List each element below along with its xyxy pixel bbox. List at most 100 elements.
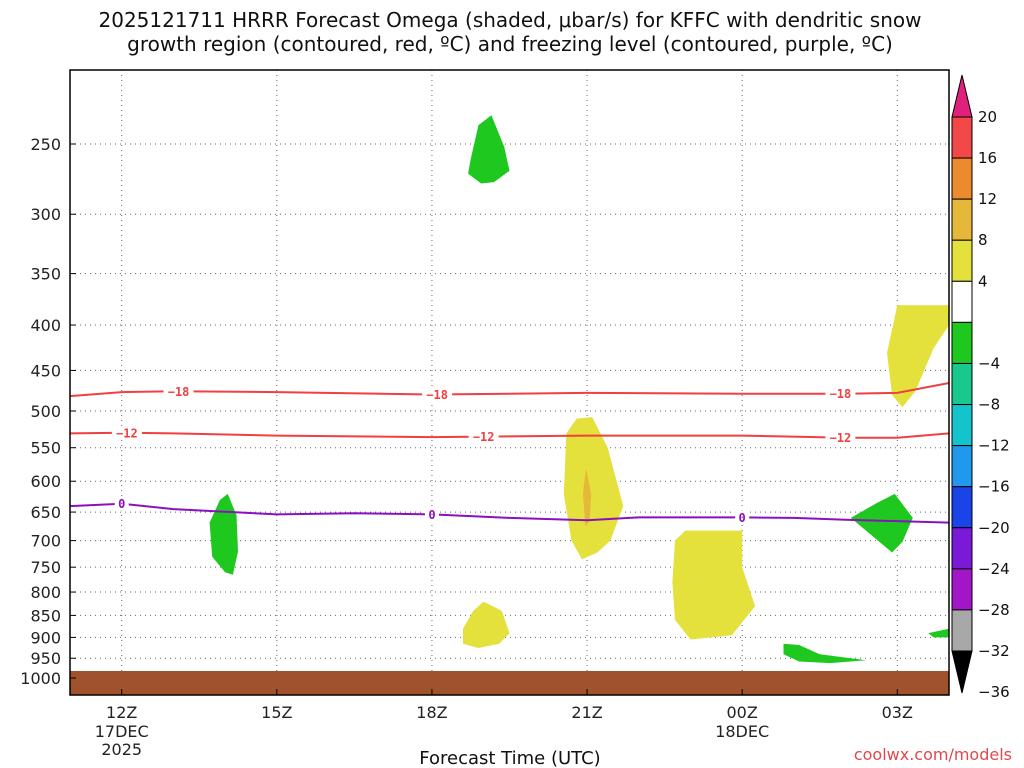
contour-label-bg-0-0 xyxy=(163,384,194,399)
contour-label-bg-1-0 xyxy=(111,425,142,440)
colorbar-tick-label-0: 20 xyxy=(978,108,997,126)
plot-background xyxy=(70,70,949,695)
colorbar-swatch-8 xyxy=(951,445,973,488)
y-tick-label-250: 250 xyxy=(30,135,61,154)
x-tick-label-00Z: 00Z xyxy=(727,703,758,722)
y-tick-label-1000: 1000 xyxy=(20,669,61,688)
omega-region-4 xyxy=(463,601,510,648)
y-tick-label-300: 300 xyxy=(30,205,61,224)
shaded-omega-layer xyxy=(209,115,949,664)
omega-region-3 xyxy=(582,468,592,527)
omega-region-2 xyxy=(563,417,624,560)
y-tick-label-450: 450 xyxy=(30,361,61,380)
y-tick-label-950: 950 xyxy=(30,649,61,668)
contour-label-bg-0-1 xyxy=(422,387,453,402)
colorbar-swatch-7 xyxy=(951,404,973,447)
y-tick-label-550: 550 xyxy=(30,439,61,458)
omega-region-0 xyxy=(468,115,510,184)
colorbar-swatch-12 xyxy=(951,609,973,652)
contour-line-2 xyxy=(69,502,950,524)
terrain-fill xyxy=(70,671,949,695)
y-tick-label-600: 600 xyxy=(30,472,61,491)
colorbar: 20 16 12 8 4 −4 −8 −12 −16 −20 −24 −28 −32 −36 xyxy=(951,74,1010,701)
colorbar-swatch-0 xyxy=(951,116,973,159)
colorbar-swatch-4 xyxy=(951,280,973,323)
y-tick-label-750: 750 xyxy=(30,558,61,577)
contour-line-1 xyxy=(69,431,950,439)
chart-title-line1: 2025121711 HRRR Forecast Omega (shaded, … xyxy=(99,8,922,32)
colorbar-tick-label-1: 16 xyxy=(978,149,997,167)
contour-label-1-2: −12 xyxy=(830,431,852,445)
contour-layer: −18 −18 −18 −12 −12 −12 0 0 0 xyxy=(69,382,950,525)
x-tick-label-18Z: 18Z xyxy=(416,703,447,722)
omega-region-6 xyxy=(887,305,949,408)
y-tick-label-700: 700 xyxy=(30,532,61,551)
colorbar-tick-label-11: −28 xyxy=(978,601,1010,619)
colorbar-swatch-10 xyxy=(951,527,973,570)
omega-region-8 xyxy=(783,643,867,664)
colorbar-tick-label-8: −16 xyxy=(978,478,1010,496)
plot-area: −18 −18 −18 −12 −12 −12 0 0 0 xyxy=(69,69,950,696)
contour-line-0 xyxy=(69,382,950,398)
x-tick-label-03Z: 03Z xyxy=(882,703,913,722)
y-tick-label-800: 800 xyxy=(30,583,61,602)
colorbar-arrow-up xyxy=(951,74,973,118)
contour-label-bg-2-1 xyxy=(424,507,439,522)
colorbar-swatch-6 xyxy=(951,362,973,406)
y-tick-label-350: 350 xyxy=(30,265,61,284)
y-tick-label-900: 900 xyxy=(30,628,61,647)
colorbar-tick-label-7: −12 xyxy=(978,437,1010,455)
colorbar-arrow-down xyxy=(951,650,973,694)
colorbar-tick-label-5: −4 xyxy=(978,354,1000,372)
y-tick-label-850: 850 xyxy=(30,606,61,625)
contour-label-2-1: 0 xyxy=(428,508,435,522)
x-year-label-12Z: 2025 xyxy=(101,740,142,759)
x-tick-label-12Z: 12Z xyxy=(106,703,137,722)
x-tick-label-15Z: 15Z xyxy=(261,703,292,722)
omega-region-5 xyxy=(672,530,756,640)
y-tick-label-500: 500 xyxy=(30,402,61,421)
contour-label-bg-1-2 xyxy=(825,430,856,445)
colorbar-swatch-3 xyxy=(951,239,973,282)
colorbar-swatch-11 xyxy=(951,568,973,611)
contour-label-bg-1-1 xyxy=(468,429,499,444)
y-tick-label-400: 400 xyxy=(30,316,61,335)
y-tick-label-650: 650 xyxy=(30,503,61,522)
colorbar-swatch-1 xyxy=(951,157,973,200)
colorbar-swatch-9 xyxy=(951,486,973,529)
chart-title-line2: growth region (contoured, red, ºC) and f… xyxy=(127,32,893,56)
x-tick-label-21Z: 21Z xyxy=(571,703,602,722)
contour-label-0-0: −18 xyxy=(168,385,190,399)
colorbar-tick-label-3: 8 xyxy=(978,231,988,249)
omega-region-7 xyxy=(850,493,913,553)
omega-region-1 xyxy=(209,493,238,575)
contour-label-0-1: −18 xyxy=(426,388,448,402)
contour-label-bg-2-0 xyxy=(114,496,129,511)
colorbar-tick-label-4: 4 xyxy=(978,272,988,290)
contour-label-bg-2-2 xyxy=(735,510,750,525)
contour-label-2-0: 0 xyxy=(118,497,125,511)
omega-region-9 xyxy=(928,628,949,638)
contour-label-0-2: −18 xyxy=(830,387,852,401)
terrain-layer xyxy=(70,671,949,695)
contour-label-bg-0-2 xyxy=(825,386,856,401)
colorbar-tick-label-12: −32 xyxy=(978,642,1010,660)
x-date-label-12Z: 17DEC xyxy=(95,722,149,741)
plot-frame xyxy=(69,69,950,696)
y-axis: 250 300 350 400 450 500 550 600 650 700 750 800 850 9… xyxy=(20,135,76,688)
x-date-label-00Z: 18DEC xyxy=(715,722,769,741)
colorbar-swatch-5 xyxy=(951,321,973,364)
colorbar-tick-label-13: −36 xyxy=(978,683,1010,701)
colorbar-tick-label-10: −24 xyxy=(978,560,1010,578)
colorbar-swatch-2 xyxy=(951,198,973,241)
credit-text: coolwx.com/models xyxy=(854,745,1012,764)
contour-label-2-2: 0 xyxy=(739,511,746,525)
colorbar-tick-label-9: −20 xyxy=(978,519,1010,537)
colorbar-tick-label-6: −8 xyxy=(978,396,1000,414)
contour-label-1-1: −12 xyxy=(473,430,495,444)
colorbar-tick-label-2: 12 xyxy=(978,190,997,208)
x-axis-label: Forecast Time (UTC) xyxy=(419,748,600,768)
contour-label-1-0: −12 xyxy=(116,426,138,440)
